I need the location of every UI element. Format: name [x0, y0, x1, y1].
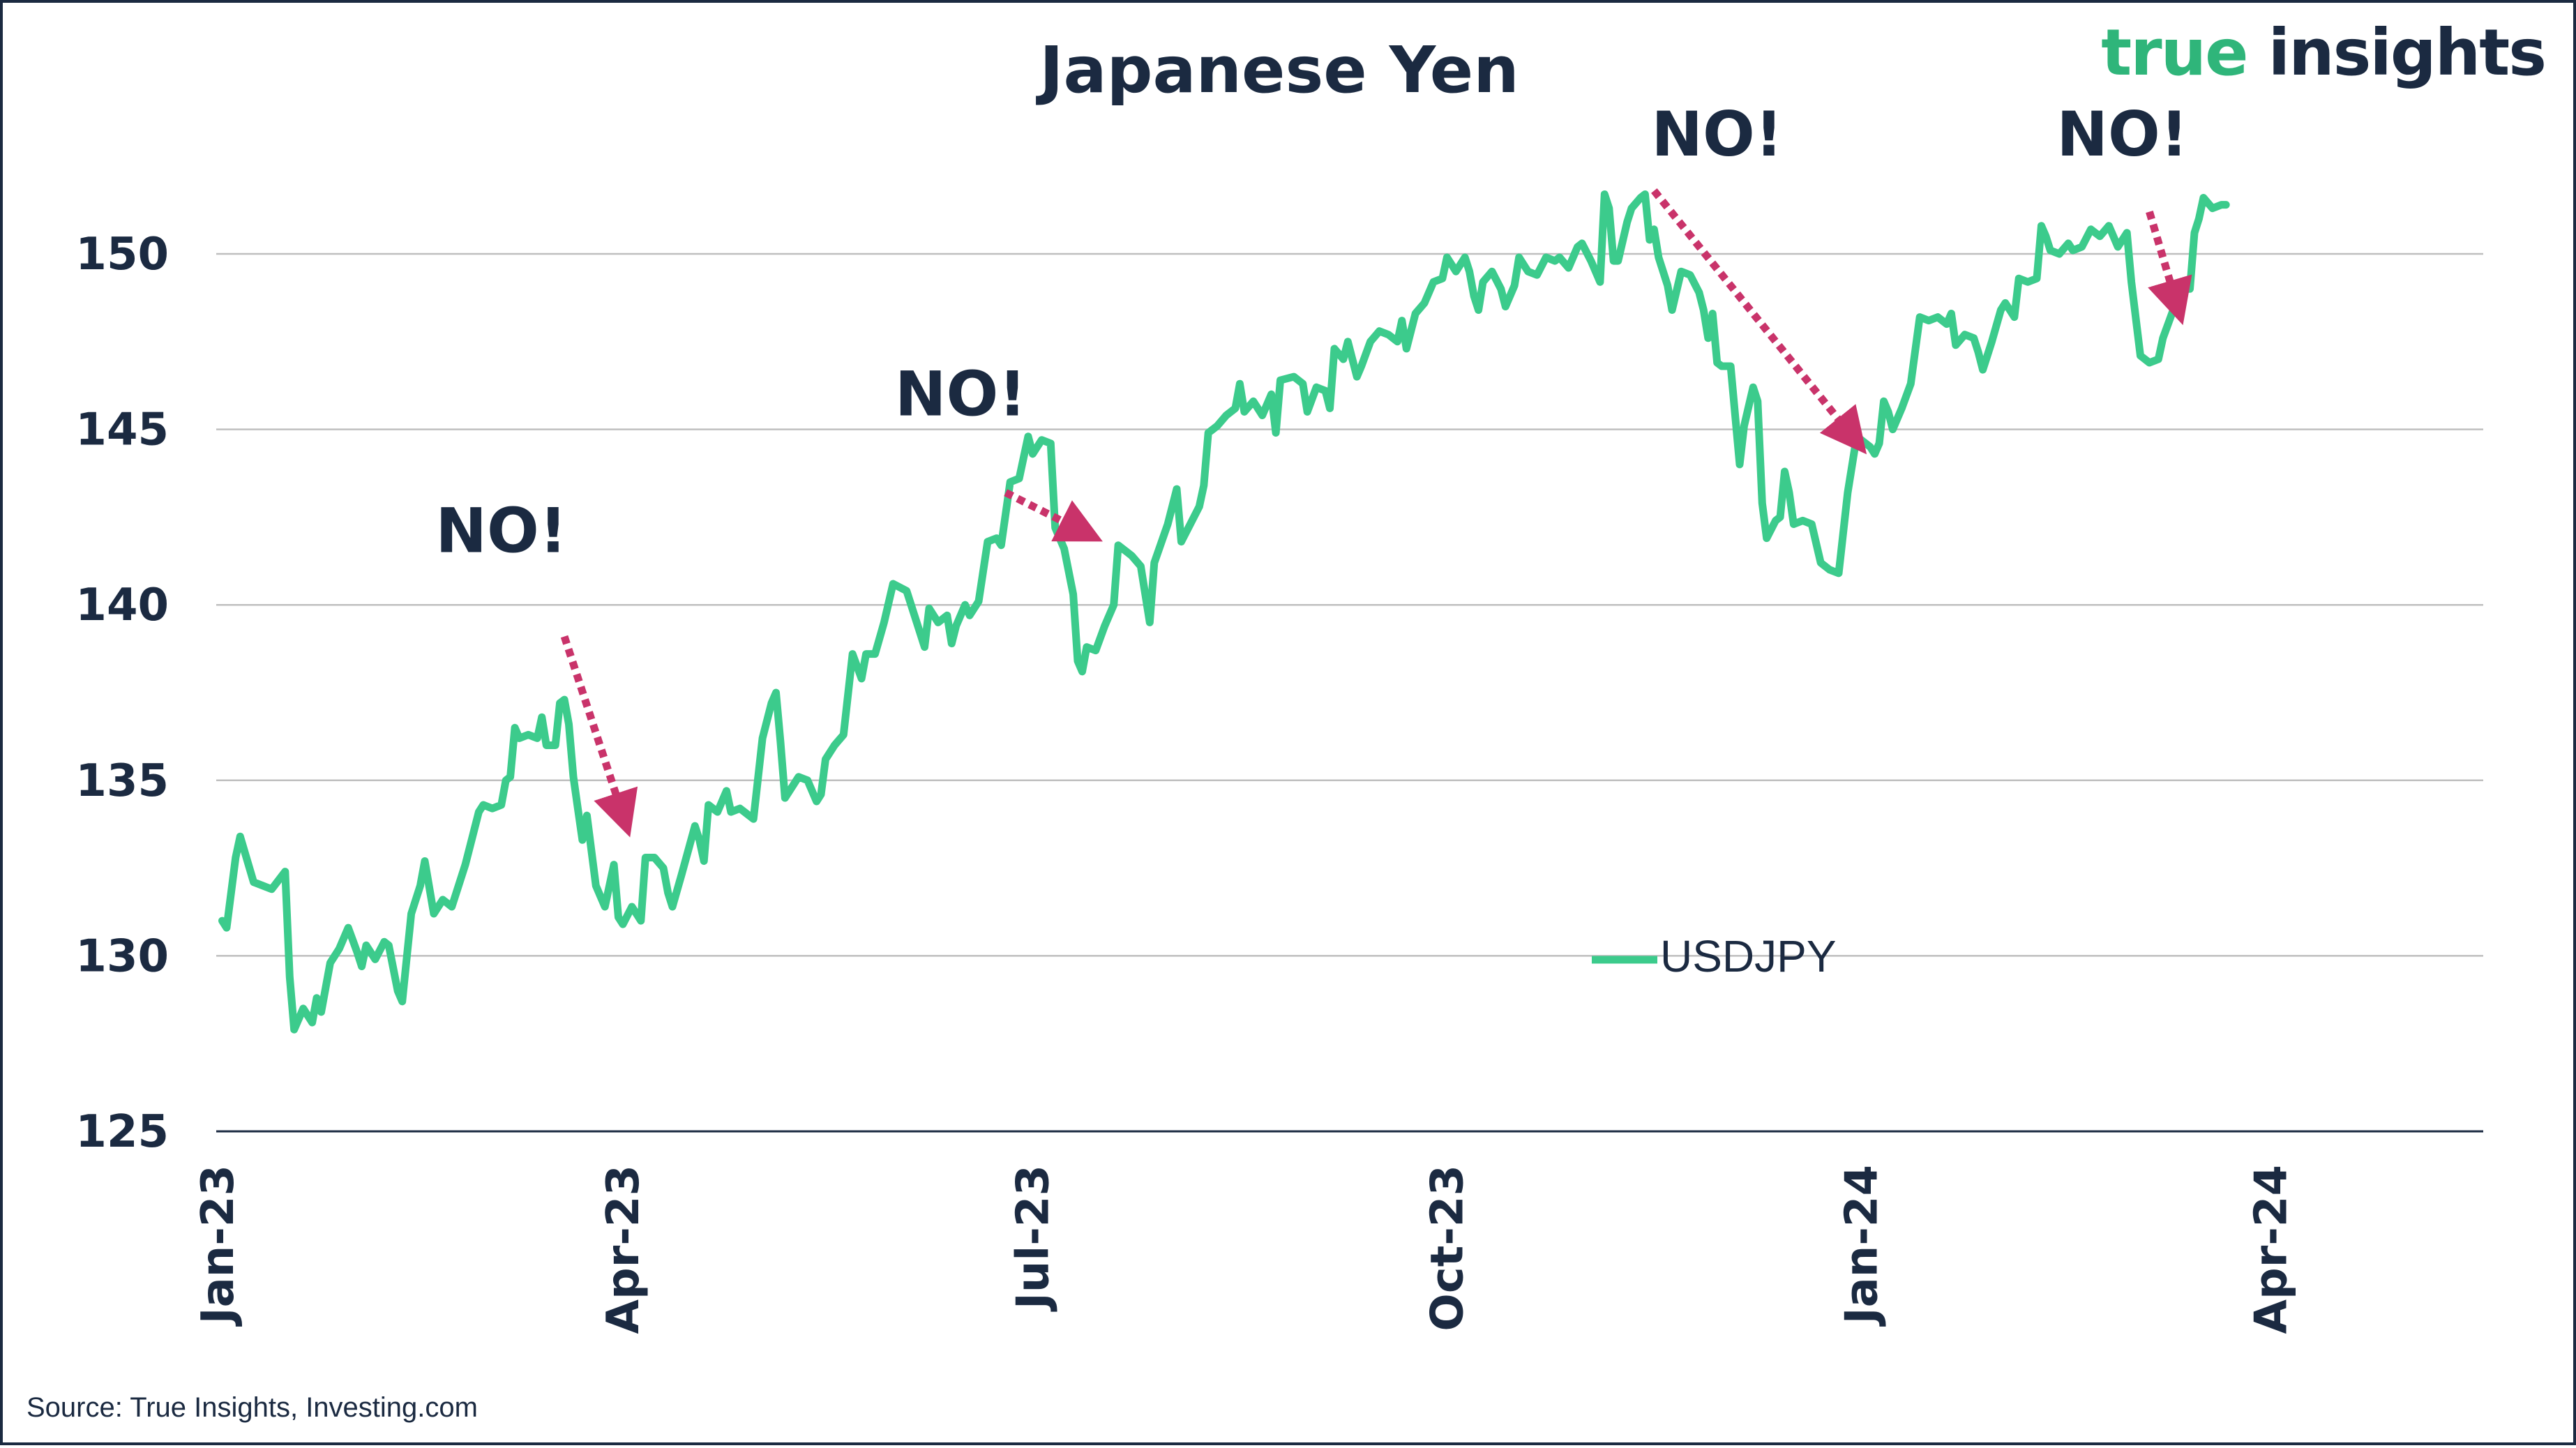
annotation-arrow-1	[560, 635, 638, 838]
x-axis-ticks: Jan-23 Apr-23 Jul-23 Oct-23 Jan-24 Apr-24	[193, 1165, 2298, 1334]
chart-title: Japanese Yen	[1035, 33, 1519, 107]
annotation-label-2: NO!	[895, 358, 1027, 430]
legend: USDJPY	[1592, 931, 1837, 981]
y-tick-label: 130	[75, 930, 169, 982]
annotation-label-1: NO!	[435, 495, 567, 567]
legend-label-usdjpy: USDJPY	[1660, 931, 1837, 981]
x-tick-label: Jul-23	[1007, 1165, 1059, 1312]
annotations: NO! NO! NO! NO!	[435, 98, 2192, 838]
grid-lines	[216, 252, 2483, 957]
x-tick-label: Apr-23	[598, 1165, 649, 1334]
x-tick-label: Apr-24	[2246, 1165, 2298, 1334]
x-tick-label: Jan-24	[1836, 1165, 1888, 1327]
brand-logo-word-insights: insights	[2268, 15, 2547, 90]
annotation-arrow-4	[2146, 211, 2192, 326]
y-axis-ticks: 125 130 135 140 145 150	[75, 229, 169, 1158]
annotation-label-3: NO!	[1651, 98, 1783, 170]
brand-logo: true insights	[2101, 15, 2547, 90]
line-chart: Japanese Yen 125 130 135 140 145 150 Jan-23 Ap…	[75, 33, 2483, 1334]
y-tick-label: 135	[75, 755, 169, 807]
y-tick-label: 125	[75, 1106, 169, 1158]
usdjpy-line	[218, 190, 2230, 1034]
source-note: Source: True Insights, Investing.com	[27, 1392, 478, 1423]
annotation-label-4: NO!	[2056, 98, 2188, 170]
x-tick-label: Jan-23	[193, 1165, 244, 1327]
brand-logo-word-true: true	[2101, 15, 2248, 90]
y-tick-label: 145	[75, 405, 169, 456]
x-tick-label: Oct-23	[1422, 1165, 1473, 1332]
y-tick-label: 140	[75, 580, 169, 631]
annotation-arrow-2	[1004, 489, 1103, 542]
y-tick-label: 150	[75, 229, 169, 280]
